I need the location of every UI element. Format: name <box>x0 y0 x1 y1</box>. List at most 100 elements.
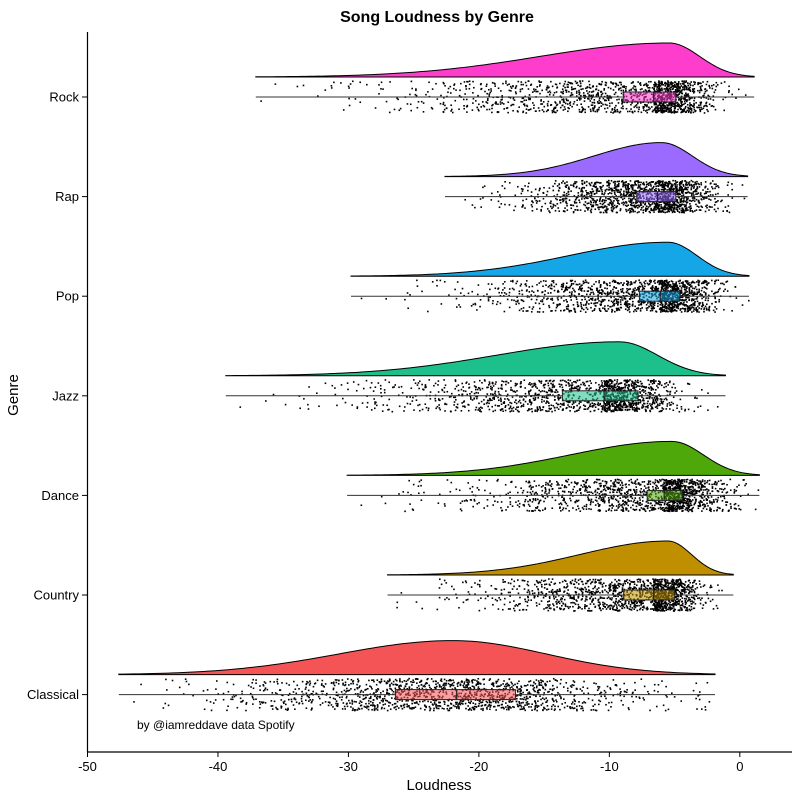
data-point <box>707 299 709 302</box>
data-point <box>621 103 623 105</box>
data-point <box>581 284 583 286</box>
data-point <box>554 180 557 182</box>
data-point <box>623 297 625 300</box>
data-point <box>602 400 605 403</box>
data-point <box>693 97 696 100</box>
data-point <box>604 293 607 295</box>
data-point <box>647 283 650 286</box>
data-point <box>548 210 550 212</box>
data-point <box>693 301 696 304</box>
data-point <box>648 280 651 282</box>
data-point <box>617 303 619 306</box>
data-point <box>486 393 489 395</box>
data-point <box>598 281 600 284</box>
data-point <box>618 409 620 411</box>
data-point <box>694 292 696 295</box>
data-point <box>672 103 674 105</box>
data-point <box>522 110 525 113</box>
data-point <box>601 298 604 301</box>
data-point <box>551 280 553 282</box>
data-point <box>681 285 684 287</box>
data-point <box>690 285 693 288</box>
data-point <box>664 211 666 214</box>
data-point <box>704 186 706 189</box>
data-point <box>590 91 593 93</box>
data-point <box>629 404 631 407</box>
data-point <box>665 101 667 104</box>
data-point <box>497 387 500 390</box>
data-point <box>491 111 493 114</box>
data-point <box>667 109 670 111</box>
data-point <box>693 106 695 109</box>
data-point <box>677 193 679 196</box>
data-point <box>596 287 599 290</box>
data-point <box>677 90 680 93</box>
data-point <box>554 209 557 212</box>
data-point <box>578 89 580 92</box>
data-point <box>637 184 640 186</box>
data-point <box>698 202 701 204</box>
data-point <box>696 300 699 303</box>
data-point <box>573 182 575 185</box>
data-point <box>709 190 711 193</box>
data-point <box>625 86 627 88</box>
data-point <box>654 209 656 211</box>
data-point <box>572 204 575 207</box>
data-point <box>594 105 596 107</box>
data-point <box>580 94 582 97</box>
data-point <box>575 90 578 93</box>
data-point <box>594 406 597 408</box>
data-point <box>570 204 573 207</box>
data-point <box>628 89 631 92</box>
data-point <box>653 83 656 86</box>
data-point <box>654 406 657 408</box>
data-point <box>693 194 695 196</box>
data-point <box>663 186 666 189</box>
data-point <box>590 205 593 208</box>
data-point <box>610 82 613 84</box>
data-point <box>531 91 534 93</box>
data-point <box>710 105 713 107</box>
data-point <box>380 391 382 394</box>
data-point <box>689 105 691 107</box>
data-point <box>554 102 557 104</box>
data-point <box>526 409 529 412</box>
data-point <box>689 102 691 104</box>
data-point <box>538 109 541 112</box>
data-point <box>526 104 528 107</box>
data-point <box>683 82 685 84</box>
data-point <box>593 182 596 185</box>
data-point <box>676 87 678 90</box>
data-point <box>531 205 534 208</box>
data-point <box>616 185 618 188</box>
data-point <box>659 85 662 87</box>
data-point <box>616 191 619 193</box>
data-point <box>660 106 663 108</box>
data-point <box>518 290 521 293</box>
data-point <box>590 405 592 408</box>
data-point <box>659 311 662 313</box>
data-point <box>569 82 571 84</box>
data-point <box>615 300 618 303</box>
data-point <box>552 185 554 188</box>
data-point <box>563 210 566 213</box>
data-point <box>556 305 559 307</box>
data-point <box>715 185 717 188</box>
data-point <box>691 298 694 300</box>
data-point <box>632 404 635 406</box>
data-point <box>608 179 610 182</box>
data-point <box>669 301 672 303</box>
data-point <box>486 386 488 389</box>
data-point <box>649 403 651 405</box>
data-point <box>685 287 688 290</box>
data-point <box>513 299 515 302</box>
data-point <box>476 293 479 296</box>
data-point <box>602 405 604 407</box>
box-iqr <box>636 191 677 203</box>
data-point <box>557 298 559 301</box>
data-point <box>669 380 671 383</box>
data-point <box>660 283 663 285</box>
data-point <box>625 304 628 306</box>
data-point <box>664 310 666 313</box>
data-point <box>463 104 465 107</box>
